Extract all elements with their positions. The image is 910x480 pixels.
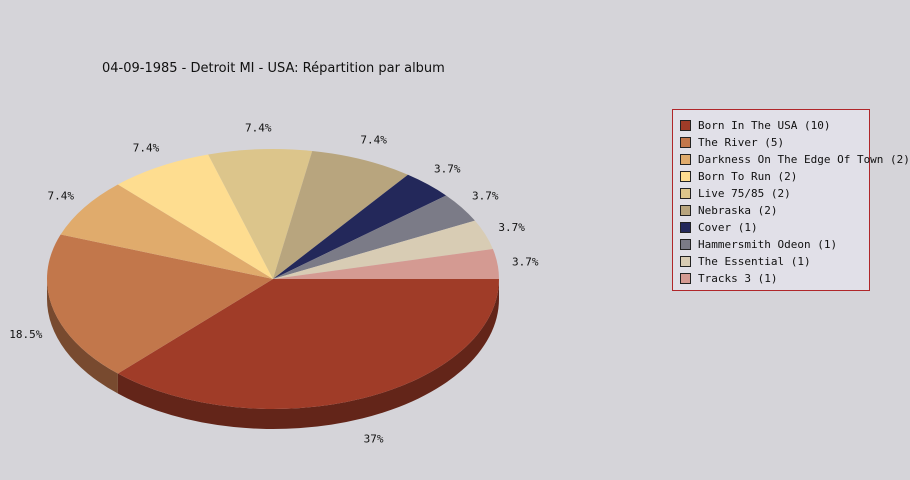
legend-label: Cover (1) <box>698 221 758 234</box>
legend-item-9: Tracks 3 (1) <box>680 270 869 287</box>
pie-slice-6 <box>273 174 447 279</box>
legend-swatch <box>680 239 691 250</box>
legend-item-1: The River (5) <box>680 134 869 151</box>
legend-swatch <box>680 137 691 148</box>
pie-labels: 37% 18.5% 7.4% 7.4% 7.4% 7.4% 3.7% 3.7% 3.7% 3.7% <box>9 121 539 445</box>
legend: Born In The USA (10) The River (5) Darknes… <box>672 109 910 291</box>
legend-label: Nebraska (2) <box>698 204 778 217</box>
pie-slice-1 <box>47 234 274 374</box>
legend-label: The Essential (1) <box>698 255 811 268</box>
legend-label: Born In The USA (10) <box>698 119 831 132</box>
pie-slice-2 <box>60 184 273 279</box>
slice-pct-label-1: 18.5% <box>9 328 42 341</box>
legend-item-8: The Essential (1) <box>680 253 869 270</box>
chart-title: 04-09-1985 - Detroit MI - USA: Répartiti… <box>102 61 445 76</box>
slice-pct-label-5: 7.4% <box>360 133 387 146</box>
pie-slice-3 <box>117 154 273 279</box>
legend-item-5: Nebraska (2) <box>680 202 869 219</box>
slice-pct-label-9: 3.7% <box>512 255 539 268</box>
slice-pct-label-0: 37% <box>364 433 384 446</box>
legend-swatch <box>680 205 691 216</box>
slice-pct-label-2: 7.4% <box>48 189 75 202</box>
slice-pct-label-4: 7.4% <box>245 121 272 134</box>
legend-swatch <box>680 120 691 131</box>
pie-sides <box>47 279 499 429</box>
legend-item-7: Hammersmith Odeon (1) <box>680 236 869 253</box>
slice-pct-label-8: 3.7% <box>498 221 525 234</box>
slice-pct-label-3: 7.4% <box>133 141 160 154</box>
slice-pct-label-6: 3.7% <box>434 162 461 175</box>
legend-item-4: Live 75/85 (2) <box>680 185 869 202</box>
legend-label: Darkness On The Edge Of Town (2) <box>698 153 910 166</box>
legend-label: Hammersmith Odeon (1) <box>698 238 838 251</box>
legend-label: The River (5) <box>698 136 785 149</box>
pie-slice-0 <box>117 279 499 409</box>
pie-slice-8 <box>273 220 493 279</box>
legend-item-2: Darkness On The Edge Of Town (2) <box>680 151 910 168</box>
legend-item-0: Born In The USA (10) <box>680 117 869 134</box>
legend-item-6: Cover (1) <box>680 219 869 236</box>
pie-side-0 <box>117 279 499 429</box>
legend-swatch <box>680 256 691 267</box>
legend-swatch <box>680 222 691 233</box>
pie-slice-9 <box>273 249 499 279</box>
pie-tops <box>47 149 499 409</box>
slice-pct-label-7: 3.7% <box>472 189 499 202</box>
pie-slice-7 <box>273 195 475 279</box>
legend-label: Tracks 3 (1) <box>698 272 778 285</box>
pie-slice-5 <box>273 150 408 279</box>
legend-swatch <box>680 154 691 165</box>
legend-swatch <box>680 171 691 182</box>
legend-item-3: Born To Run (2) <box>680 168 869 185</box>
legend-swatch <box>680 273 691 284</box>
legend-label: Live 75/85 (2) <box>698 187 791 200</box>
legend-label: Born To Run (2) <box>698 170 798 183</box>
pie-side-1 <box>47 279 118 394</box>
pie-slice-4 <box>208 149 313 279</box>
legend-swatch <box>680 188 691 199</box>
